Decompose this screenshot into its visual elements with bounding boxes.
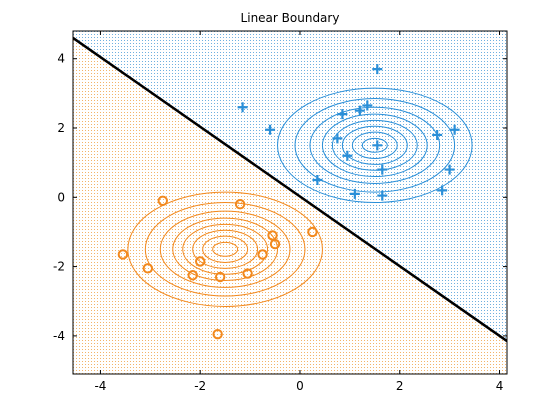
x-tick-label: 4 [496,379,504,393]
x-tick-label: -4 [94,379,106,393]
contour-0-7 [277,87,473,203]
data-point-circle [117,249,129,260]
x-axis: -4 -2 0 2 4 [94,31,503,393]
data-point-circle [142,263,154,274]
y-tick-label: 0 [57,190,65,204]
contour-0-3 [331,119,418,171]
data-point-plus [377,164,388,175]
data-point-plus [377,190,388,201]
y-tick-label: 4 [57,52,65,66]
contour-0-1 [351,131,398,159]
contour-1-7 [127,191,323,307]
data-point-plus [372,64,383,75]
data-points [117,64,460,340]
contour-0-5 [309,106,441,184]
data-point-plus [432,129,443,140]
data-point-plus [337,109,348,120]
data-point-plus [332,133,343,144]
data-point-plus [265,124,276,135]
x-tick-label: 2 [396,379,404,393]
contour-1-2 [192,229,259,269]
x-tick-label: -2 [194,379,206,393]
data-point-circle [212,328,223,340]
data-point-plus [349,188,360,199]
data-point-circle [307,226,318,238]
data-point-circle [234,199,246,210]
plot-area [73,31,507,374]
contour-0-6 [294,98,456,193]
region-class-circle [73,37,507,374]
plot-frame [72,30,508,375]
contour-1-1 [202,235,249,263]
region-class-plus [73,31,507,342]
contour-1-0 [212,241,239,257]
data-point-circle [242,268,253,279]
y-tick-label: 2 [57,121,65,135]
data-point-plus [237,102,248,113]
contour-1-4 [172,217,279,281]
contour-0-0 [361,137,388,153]
data-point-plus [444,164,455,175]
contour-0-2 [341,125,408,165]
data-point-plus [312,174,323,185]
data-point-circle [157,195,168,206]
data-point-circle [187,270,198,281]
contour-0-4 [321,113,428,178]
data-point-plus [362,100,373,111]
contours [127,87,473,307]
data-point-circle [257,249,268,260]
contour-1-3 [182,223,269,275]
data-point-circle [214,271,226,283]
decision-boundary-line [73,36,507,343]
contour-1-6 [144,202,306,297]
data-point-plus [449,124,460,135]
chart-title: Linear Boundary [241,11,340,25]
data-point-plus [437,185,448,196]
y-tick-label: -4 [53,329,65,343]
x-tick-label: 0 [296,379,304,393]
y-axis: -4 -2 0 2 4 [53,52,507,343]
data-point-plus [342,150,353,161]
data-point-circle [269,238,281,250]
data-point-plus [354,105,365,116]
data-point-circle [195,256,206,267]
contour-1-5 [159,210,291,288]
data-point-plus [372,140,383,151]
y-tick-label: -2 [53,260,65,274]
